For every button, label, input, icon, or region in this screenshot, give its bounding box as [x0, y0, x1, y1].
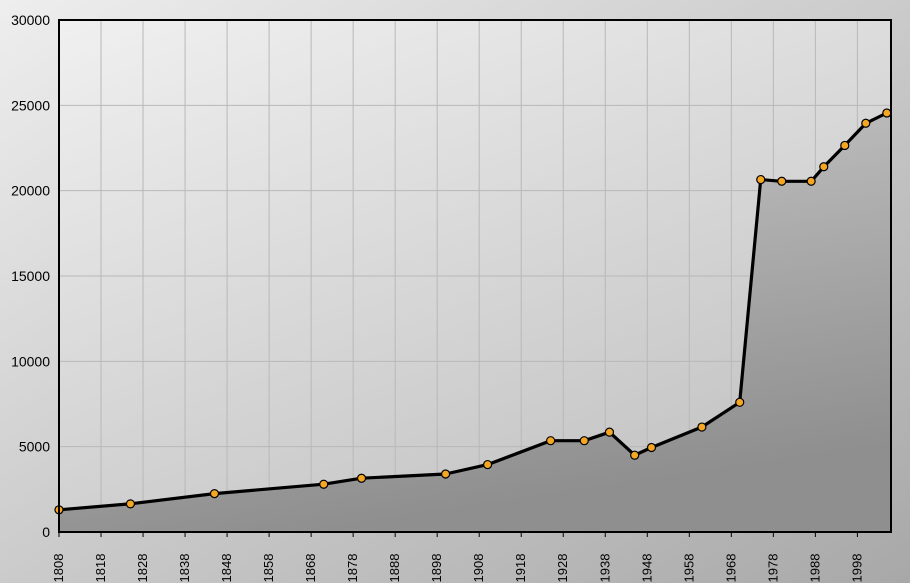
x-tick-label: 1988 [807, 554, 822, 583]
x-tick-label: 1998 [849, 554, 864, 583]
data-point-2005 [882, 108, 892, 118]
x-tick-label: 1938 [597, 554, 612, 583]
x-tick-label: 1848 [219, 554, 234, 583]
data-point-1945 [630, 450, 640, 460]
data-point-1987 [806, 176, 816, 186]
x-tick-label: 1838 [177, 554, 192, 583]
y-tick-label: 25000 [11, 97, 50, 113]
x-tick-label: 1908 [471, 554, 486, 583]
data-point-1933 [579, 436, 589, 446]
data-point-1900 [440, 469, 451, 479]
y-tick-label: 30000 [11, 12, 50, 28]
x-tick-label: 1978 [765, 554, 780, 583]
data-point-1995 [840, 140, 850, 151]
data-point-1949 [646, 442, 657, 453]
data-point-1845 [209, 489, 220, 499]
y-tick-label: 15000 [11, 268, 50, 284]
y-tick-label: 20000 [11, 183, 50, 199]
x-tick-label: 1818 [93, 554, 108, 583]
area-fill [59, 113, 891, 532]
data-point-1925 [546, 436, 556, 446]
data-point-1961 [697, 422, 707, 432]
y-tick-label: 5000 [19, 439, 50, 455]
data-point-1880 [356, 473, 367, 483]
plot-frame [58, 19, 892, 533]
data-point-1825 [125, 499, 136, 509]
x-tick-label: 1918 [513, 554, 528, 583]
x-tick-label: 1868 [303, 554, 318, 583]
y-tick-label: 10000 [11, 353, 50, 369]
data-point-1990 [819, 162, 829, 172]
x-tick-label: 1828 [135, 554, 150, 583]
y-tick-label: 0 [42, 524, 50, 540]
data-point-1975 [756, 174, 766, 185]
data-point-1871 [319, 479, 329, 489]
x-tick-label: 1948 [639, 554, 654, 583]
x-tick-label: 1928 [555, 554, 570, 583]
data-point-2000 [861, 118, 871, 128]
data-point-1970 [735, 397, 745, 407]
x-axis: 1808 1818 1828 1838 1848 1858 1868 1878 1888 1898… [51, 532, 864, 582]
x-tick-label: 1878 [345, 554, 360, 583]
x-tick-label: 1958 [681, 554, 696, 583]
x-tick-label: 1858 [261, 554, 276, 583]
data-point-1910 [483, 459, 493, 470]
x-tick-label: 1888 [387, 554, 402, 583]
data-point-1980 [777, 176, 787, 186]
x-tick-label: 1898 [429, 554, 444, 583]
x-tick-label: 1808 [51, 554, 66, 583]
data-point-1939 [604, 427, 615, 437]
x-tick-label: 1968 [723, 554, 738, 583]
y-axis: 0 5000 10000 15000 20000 25000 30000 [11, 12, 50, 540]
data-markers [54, 108, 892, 515]
